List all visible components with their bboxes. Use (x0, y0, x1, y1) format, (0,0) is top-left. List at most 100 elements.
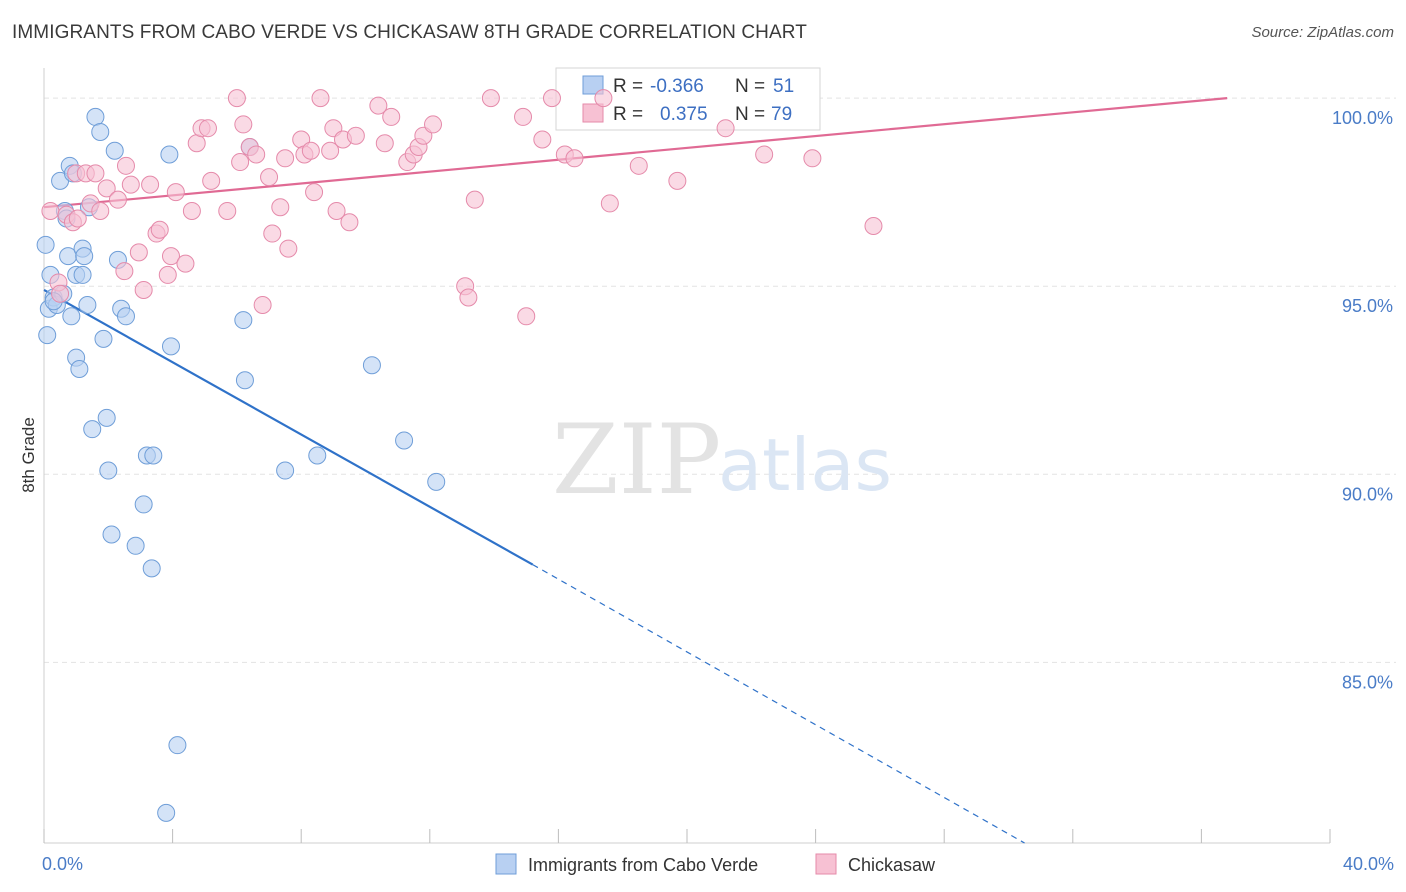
data-point-blue (235, 371, 254, 390)
tick-layer: 85.0% 90.0% 95.0% 100.0% 0.0% 40.0% (42, 108, 1394, 874)
data-point-blue (157, 803, 176, 822)
data-point-pink (629, 156, 648, 175)
data-point-pink (481, 89, 500, 108)
data-point-pink (668, 171, 687, 190)
x-tick-label: 0.0% (42, 854, 83, 874)
y-axis-title: 8th Grade (19, 417, 38, 493)
data-point-blue (75, 247, 94, 266)
series-pink-points (41, 89, 883, 326)
data-point-blue (116, 307, 135, 326)
stats-legend-n-label-blue: N = (735, 76, 765, 97)
data-point-blue (94, 329, 113, 348)
data-point-pink (247, 145, 266, 164)
data-point-pink (340, 213, 359, 232)
trend-line-blue (43, 289, 534, 566)
data-point-pink (68, 209, 87, 228)
stats-legend-r-label-blue: R = (613, 76, 643, 97)
data-point-pink (279, 239, 298, 258)
trend-line-pink (43, 97, 1228, 209)
data-point-pink (41, 201, 60, 220)
watermark: ZIP atlas (552, 404, 892, 516)
data-point-pink (301, 141, 320, 160)
data-point-pink (97, 179, 116, 198)
data-point-pink (91, 201, 110, 220)
grid-layer (44, 97, 1396, 663)
data-point-pink (129, 243, 148, 262)
data-point-pink (150, 220, 169, 239)
data-point-pink (321, 141, 340, 160)
data-point-pink (594, 89, 613, 108)
data-point-pink (198, 119, 217, 138)
data-point-blue (105, 141, 124, 160)
stats-legend-n-label-pink: N = (735, 104, 765, 125)
data-point-pink (514, 107, 533, 126)
series-legend-label-blue: Immigrants from Cabo Verde (528, 855, 758, 875)
data-point-pink (234, 115, 253, 134)
data-point-pink (108, 190, 127, 209)
data-point-pink (141, 175, 160, 194)
trend-layer (43, 97, 1228, 844)
data-point-blue (73, 265, 92, 284)
data-point-pink (382, 107, 401, 126)
data-point-pink (803, 149, 822, 168)
data-point-pink (533, 130, 552, 149)
data-point-blue (168, 736, 187, 755)
data-point-pink (176, 254, 195, 273)
watermark-zip: ZIP (552, 404, 721, 516)
data-point-pink (115, 262, 134, 281)
stats-legend-n-value-blue: 51 (773, 76, 794, 97)
stats-legend-swatch-blue (582, 75, 604, 95)
data-point-pink (253, 296, 272, 315)
data-point-pink (465, 190, 484, 209)
data-point-pink (459, 288, 478, 307)
data-point-blue (99, 461, 118, 480)
data-point-blue (276, 461, 295, 480)
data-point-blue (362, 356, 381, 375)
data-point-blue (144, 446, 163, 465)
series-legend-label-pink: Chickasaw (848, 855, 936, 875)
data-point-blue (36, 235, 55, 254)
data-point-blue (97, 408, 116, 427)
data-point-blue (78, 296, 97, 315)
trend-line-blue-extension (532, 564, 1025, 844)
data-point-blue (70, 359, 89, 378)
data-point-pink (311, 89, 330, 108)
stats-legend-n-value-pink: 79 (771, 104, 792, 125)
data-point-blue (102, 525, 121, 544)
data-point-blue (160, 145, 179, 164)
data-point-pink (231, 153, 250, 172)
data-point-blue (427, 472, 446, 491)
data-point-pink (305, 183, 324, 202)
data-point-pink (346, 126, 365, 145)
y-tick-label: 95.0% (1342, 296, 1393, 316)
data-point-pink (227, 89, 246, 108)
data-point-pink (182, 201, 201, 220)
data-point-pink (121, 175, 140, 194)
data-point-pink (755, 145, 774, 164)
data-point-pink (517, 307, 536, 326)
data-point-pink (565, 149, 584, 168)
series-legend: Immigrants from Cabo Verde Chickasaw (495, 853, 936, 875)
data-point-blue (38, 326, 57, 345)
y-tick-label: 90.0% (1342, 484, 1393, 504)
data-point-pink (276, 149, 295, 168)
chart-title: IMMIGRANTS FROM CABO VERDE VS CHICKASAW … (12, 22, 807, 43)
data-point-blue (91, 122, 110, 141)
chart-source: Source: ZipAtlas.com (1251, 24, 1394, 41)
data-point-blue (234, 311, 253, 330)
data-point-pink (375, 134, 394, 153)
data-point-pink (263, 224, 282, 243)
data-point-pink (327, 201, 346, 220)
data-point-blue (161, 337, 180, 356)
data-point-pink (202, 171, 221, 190)
data-point-blue (62, 307, 81, 326)
y-tick-label: 100.0% (1332, 108, 1393, 128)
data-point-pink (161, 247, 180, 266)
data-point-pink (424, 115, 443, 134)
series-legend-swatch-blue (495, 853, 517, 875)
data-point-blue (134, 495, 153, 514)
data-point-pink (716, 119, 735, 138)
data-point-blue (308, 446, 327, 465)
data-point-pink (86, 164, 105, 183)
